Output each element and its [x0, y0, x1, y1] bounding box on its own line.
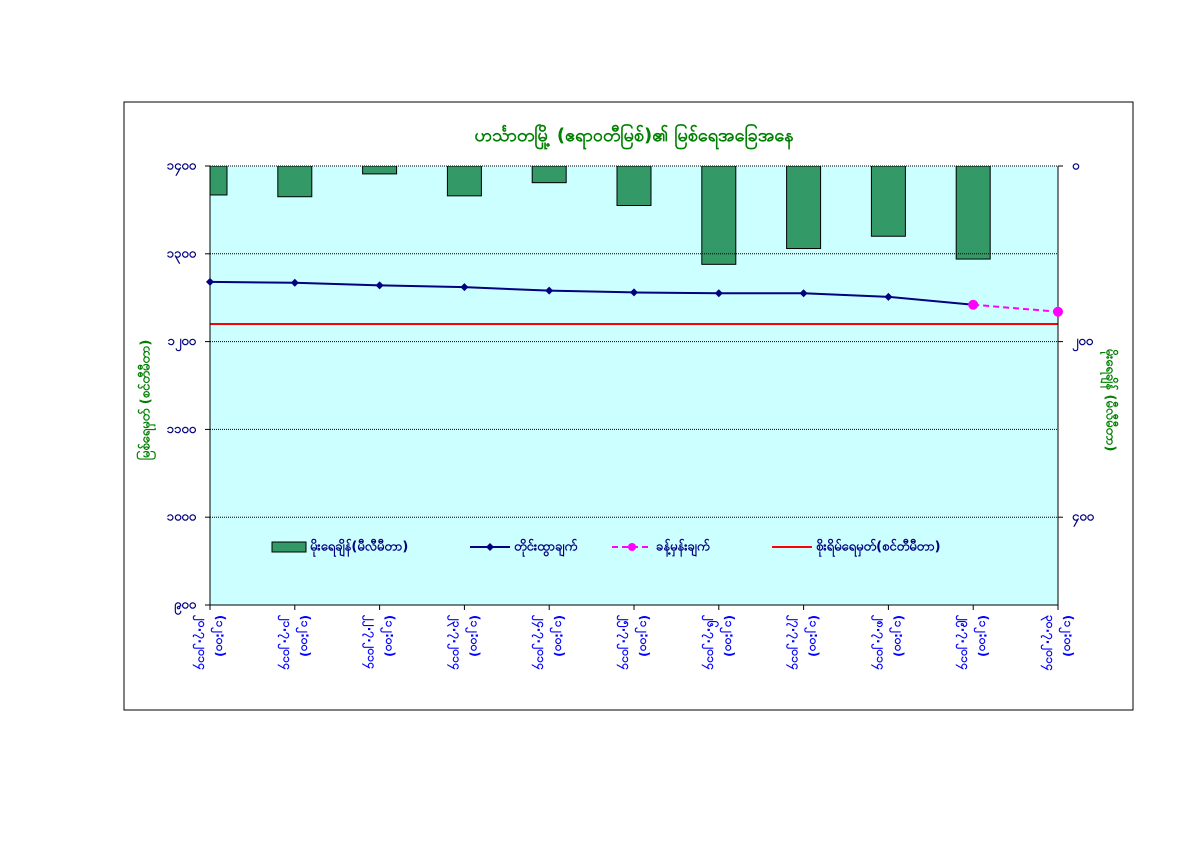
x-tick-label: (၁၂:၀၀): [888, 615, 906, 657]
point: [884, 292, 893, 301]
y2-axis-title: မိုးရေချိန် (မီလီမီတာ): [1100, 349, 1120, 452]
legend-label: တိုင်းထွာချက်: [514, 538, 577, 558]
point: [375, 281, 384, 290]
x-tick-label: (၁၂:၀၀): [549, 615, 567, 657]
x-tick-label: ၂၉.၇.၂၀၁၄: [955, 614, 973, 670]
bar: [616, 166, 652, 207]
x-tick-label: (၁၂:၀၀): [210, 615, 228, 657]
bar: [362, 166, 398, 175]
x-tick-label: ၂၀.၇.၂၀၁၄: [192, 614, 210, 670]
point: [714, 289, 723, 298]
x-tick-label: (၁၂:၀၀): [464, 615, 482, 657]
plot-content: [210, 166, 1058, 326]
bar: [210, 166, 228, 196]
x-tick-label: ၂၆.၇.၂၀၁၄: [700, 614, 720, 670]
legend-swatch: [271, 541, 307, 553]
line: [973, 303, 1059, 313]
y-tick-label: ၁၀၀၀: [167, 510, 197, 525]
y-tick-label: ၁၃၀၀: [167, 246, 197, 264]
bar: [446, 166, 482, 197]
y2-tick-label: ၂၀၀: [1072, 334, 1094, 352]
x-tick-label: (၁၂:၀၀): [718, 615, 736, 657]
bar: [701, 166, 737, 265]
x-tick-label: (၁၂:၀၀): [803, 615, 821, 657]
x-tick-label: ၂၈.၇.၂၀၁၄: [870, 614, 888, 670]
x-tick-label: ၂၅.၇.၂၀၁၄: [616, 614, 634, 670]
bar: [870, 166, 906, 237]
point: [1053, 306, 1063, 317]
x-tick-label: ၂၃.၇.၂၀၁၄: [446, 614, 464, 670]
x-tick-label: (၁၂:၀၀): [973, 615, 991, 657]
y2-tick-label: ၄၀၀: [1072, 510, 1095, 528]
x-tick-label: ၂၂.၇.၂၀၁၄: [361, 614, 379, 669]
bar: [531, 166, 567, 184]
y2-tick-label: ၀: [1072, 159, 1080, 174]
x-tick-label: ၂၄.၇.၂၀၁၄: [531, 614, 549, 670]
legend-marker: [628, 543, 636, 551]
y-axis-title: မြစ်ရေမှတ် (စင်တီမီတာ): [136, 340, 157, 461]
legend-label: စိုးရိမ်ရေမှတ်(စင်တီမီတာ): [816, 538, 941, 558]
x-tick-label: (၁၂:၀၀): [294, 615, 312, 657]
y-tick-label: ၁၂၀၀: [168, 334, 197, 352]
x-tick-label: ၂၁.၇.၂၀၁၄: [276, 614, 294, 670]
bar: [955, 166, 991, 260]
x-tick-label: (၁၂:၀၀): [379, 615, 397, 657]
line: [209, 280, 974, 306]
y-tick-label: ၁၁၀၀: [167, 422, 197, 437]
bar: [786, 166, 822, 250]
point: [460, 283, 469, 292]
point: [630, 288, 638, 297]
legend-label: ခန့်မှန်းချက်: [656, 538, 710, 558]
legend-marker: [486, 543, 494, 551]
x-tick-label: ၃၀.၇.၂၀၁၄: [1040, 615, 1058, 671]
x-tick-label: (၁၂:၀၀): [634, 615, 652, 657]
x-tick-label: (၁၂:၀၀): [1058, 615, 1076, 657]
chart-title: ဟင်္သာတမြို့ (ဧရာဝတီမြစ်)၏ မြစ်ရေအခြေအနေ: [475, 123, 795, 150]
point: [968, 299, 979, 310]
bar: [277, 166, 313, 198]
y-tick-label: ၉၀၀: [174, 598, 197, 616]
legend-label: မိုးရေချိန်(မီလီမီတာ): [310, 538, 408, 558]
point: [799, 289, 808, 298]
y-tick-label: ၁၄၀၀: [167, 159, 197, 177]
plot-area: [210, 166, 1058, 605]
point: [206, 277, 214, 286]
x-tick-label: ၂၇.၇.၂၀၁၄: [785, 614, 803, 670]
point: [545, 286, 554, 295]
point: [290, 278, 299, 287]
